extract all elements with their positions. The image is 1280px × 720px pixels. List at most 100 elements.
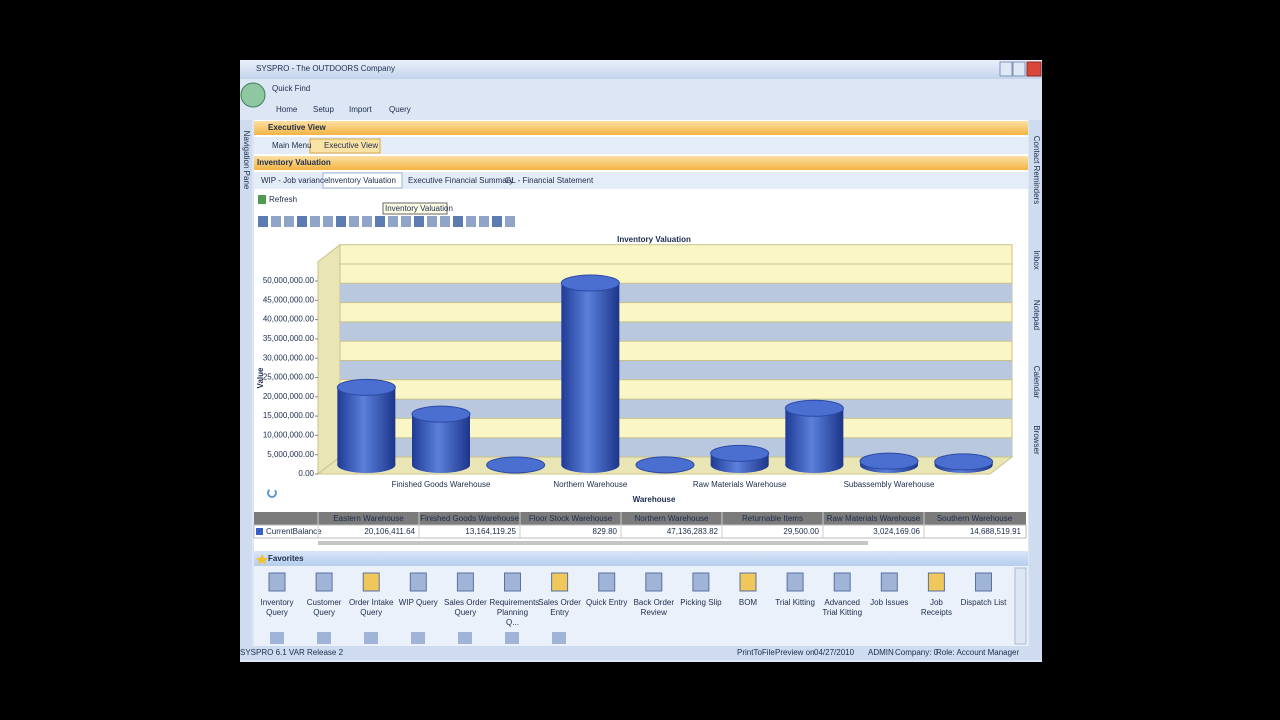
bar-base <box>710 457 769 473</box>
bar <box>486 456 546 474</box>
favorite-icon[interactable] <box>927 572 945 592</box>
scrollbar[interactable] <box>1014 567 1027 645</box>
favorite-label[interactable]: Requirements Planning Q... <box>489 598 540 627</box>
app-logo[interactable] <box>240 82 266 108</box>
favorite-icon[interactable] <box>880 572 898 592</box>
toolbar-icon[interactable] <box>297 216 307 227</box>
toolbar-icon[interactable] <box>492 216 502 227</box>
tab[interactable]: GL - Financial Statement <box>505 176 594 185</box>
favorite-icon[interactable] <box>739 572 757 592</box>
bar <box>336 378 396 473</box>
refresh-button[interactable]: Refresh <box>269 195 297 204</box>
tab[interactable]: Main Menu <box>272 141 312 150</box>
favorite-icon[interactable] <box>505 632 519 644</box>
favorite-label[interactable]: Order Intake Query <box>348 598 394 617</box>
favorites-body <box>254 566 1028 646</box>
toolbar-icon[interactable] <box>453 216 463 227</box>
tab[interactable]: Executive View <box>324 141 378 150</box>
favorite-label[interactable]: WIP Query <box>398 598 438 607</box>
tab[interactable]: Inventory Valuation <box>328 176 396 185</box>
toolbar-icon[interactable] <box>362 216 372 227</box>
favorite-label[interactable]: Customer Query <box>306 598 342 617</box>
bar-base <box>412 457 470 473</box>
toolbar-icon[interactable] <box>479 216 489 227</box>
favorite-label[interactable]: Quick Entry <box>586 598 628 607</box>
favorite-icon[interactable] <box>551 572 569 592</box>
toolbar-icon[interactable] <box>505 216 515 227</box>
close-button[interactable] <box>1026 61 1042 77</box>
favorite-label[interactable]: Advanced Trial Kitting <box>822 598 863 617</box>
tab[interactable]: WIP - Job variance <box>261 176 329 185</box>
favorite-icon[interactable] <box>504 572 521 592</box>
favorite-icon[interactable] <box>645 572 663 592</box>
favorite-icon[interactable] <box>692 572 710 592</box>
favorite-icon[interactable] <box>315 572 333 592</box>
bar-base <box>337 457 396 473</box>
toolbar-icon[interactable] <box>388 216 398 227</box>
toolbar-icon[interactable] <box>323 216 333 227</box>
maximize-button[interactable] <box>1012 61 1026 77</box>
status-item: Company: 0 <box>895 648 939 657</box>
toolbar-icon[interactable] <box>349 216 359 227</box>
favorite-label[interactable]: Back Order Review <box>633 598 675 617</box>
bar <box>710 444 770 473</box>
favorite-label[interactable]: Job Receipts <box>920 598 952 617</box>
series-name: CurrentBalance <box>266 527 322 536</box>
favorite-icon[interactable] <box>411 632 425 644</box>
favorite-label[interactable]: Job Issues <box>870 598 909 607</box>
favorite-label[interactable]: Dispatch List <box>960 598 1007 607</box>
selected-tab[interactable] <box>309 138 381 154</box>
favorite-icon[interactable] <box>552 632 566 644</box>
toolbar-icon[interactable] <box>284 216 294 227</box>
minimize-button[interactable] <box>999 61 1013 77</box>
favorite-icon[interactable] <box>456 572 474 592</box>
bar-body <box>337 387 396 465</box>
right-pane-strip <box>1029 120 1042 648</box>
favorite-icon[interactable] <box>409 572 427 592</box>
right-pane-label: Contact Reminders <box>1032 136 1041 204</box>
favorite-icon[interactable] <box>786 572 804 592</box>
favorite-icon[interactable] <box>362 572 380 592</box>
table-scrollbar[interactable] <box>318 541 868 545</box>
favorite-icon[interactable] <box>268 572 286 592</box>
star-icon <box>256 554 268 565</box>
favorite-label[interactable]: Trial Kitting <box>775 598 815 607</box>
favorite-icon[interactable] <box>317 632 331 644</box>
y-tick-label: 35,000,000.00 <box>263 334 315 343</box>
favorite-icon[interactable] <box>833 572 851 592</box>
toolbar-icon[interactable] <box>401 216 411 227</box>
bar-top <box>784 399 844 417</box>
grid-band <box>340 360 1012 380</box>
favorite-icon[interactable] <box>270 632 284 644</box>
favorite-icon[interactable] <box>458 632 472 644</box>
favorite-label[interactable]: Sales Order Query <box>444 598 487 617</box>
toolbar-icon[interactable] <box>310 216 320 227</box>
favorite-label[interactable]: BOM <box>738 598 758 607</box>
menu-item[interactable]: Import <box>349 105 372 114</box>
toolbar-icon[interactable] <box>414 216 424 227</box>
toolbar-icon[interactable] <box>336 216 346 227</box>
favorite-icon[interactable] <box>975 572 992 592</box>
window-title: SYSPRO - The OUTDOORS Company <box>256 64 395 73</box>
favorite-label[interactable]: Sales Order Entry <box>538 598 581 617</box>
bar-top <box>486 456 546 474</box>
table-cell: 13,164,119.25 <box>465 527 516 536</box>
toolbar-icon[interactable] <box>440 216 450 227</box>
favorite-icon[interactable] <box>598 572 616 592</box>
toolbar-icon[interactable] <box>466 216 476 227</box>
toolbar-icon[interactable] <box>375 216 385 227</box>
refresh-icon[interactable] <box>258 195 266 204</box>
toolbar-icon[interactable] <box>271 216 281 227</box>
toolbar-icon[interactable] <box>427 216 437 227</box>
menu-item[interactable]: Query <box>389 105 411 114</box>
status-item: ADMIN <box>868 648 894 657</box>
toolbar-icon[interactable] <box>258 216 268 227</box>
menu-item[interactable]: Home <box>276 105 298 114</box>
selected-tab[interactable] <box>322 172 403 189</box>
favorite-label[interactable]: Inventory Query <box>260 598 294 617</box>
favorite-icon[interactable] <box>364 632 378 644</box>
favorite-label[interactable]: Picking Slip <box>680 598 722 607</box>
bar-body <box>785 408 844 465</box>
menu-item[interactable]: Setup <box>313 105 334 114</box>
tab[interactable]: Executive Financial Summary <box>408 176 513 185</box>
